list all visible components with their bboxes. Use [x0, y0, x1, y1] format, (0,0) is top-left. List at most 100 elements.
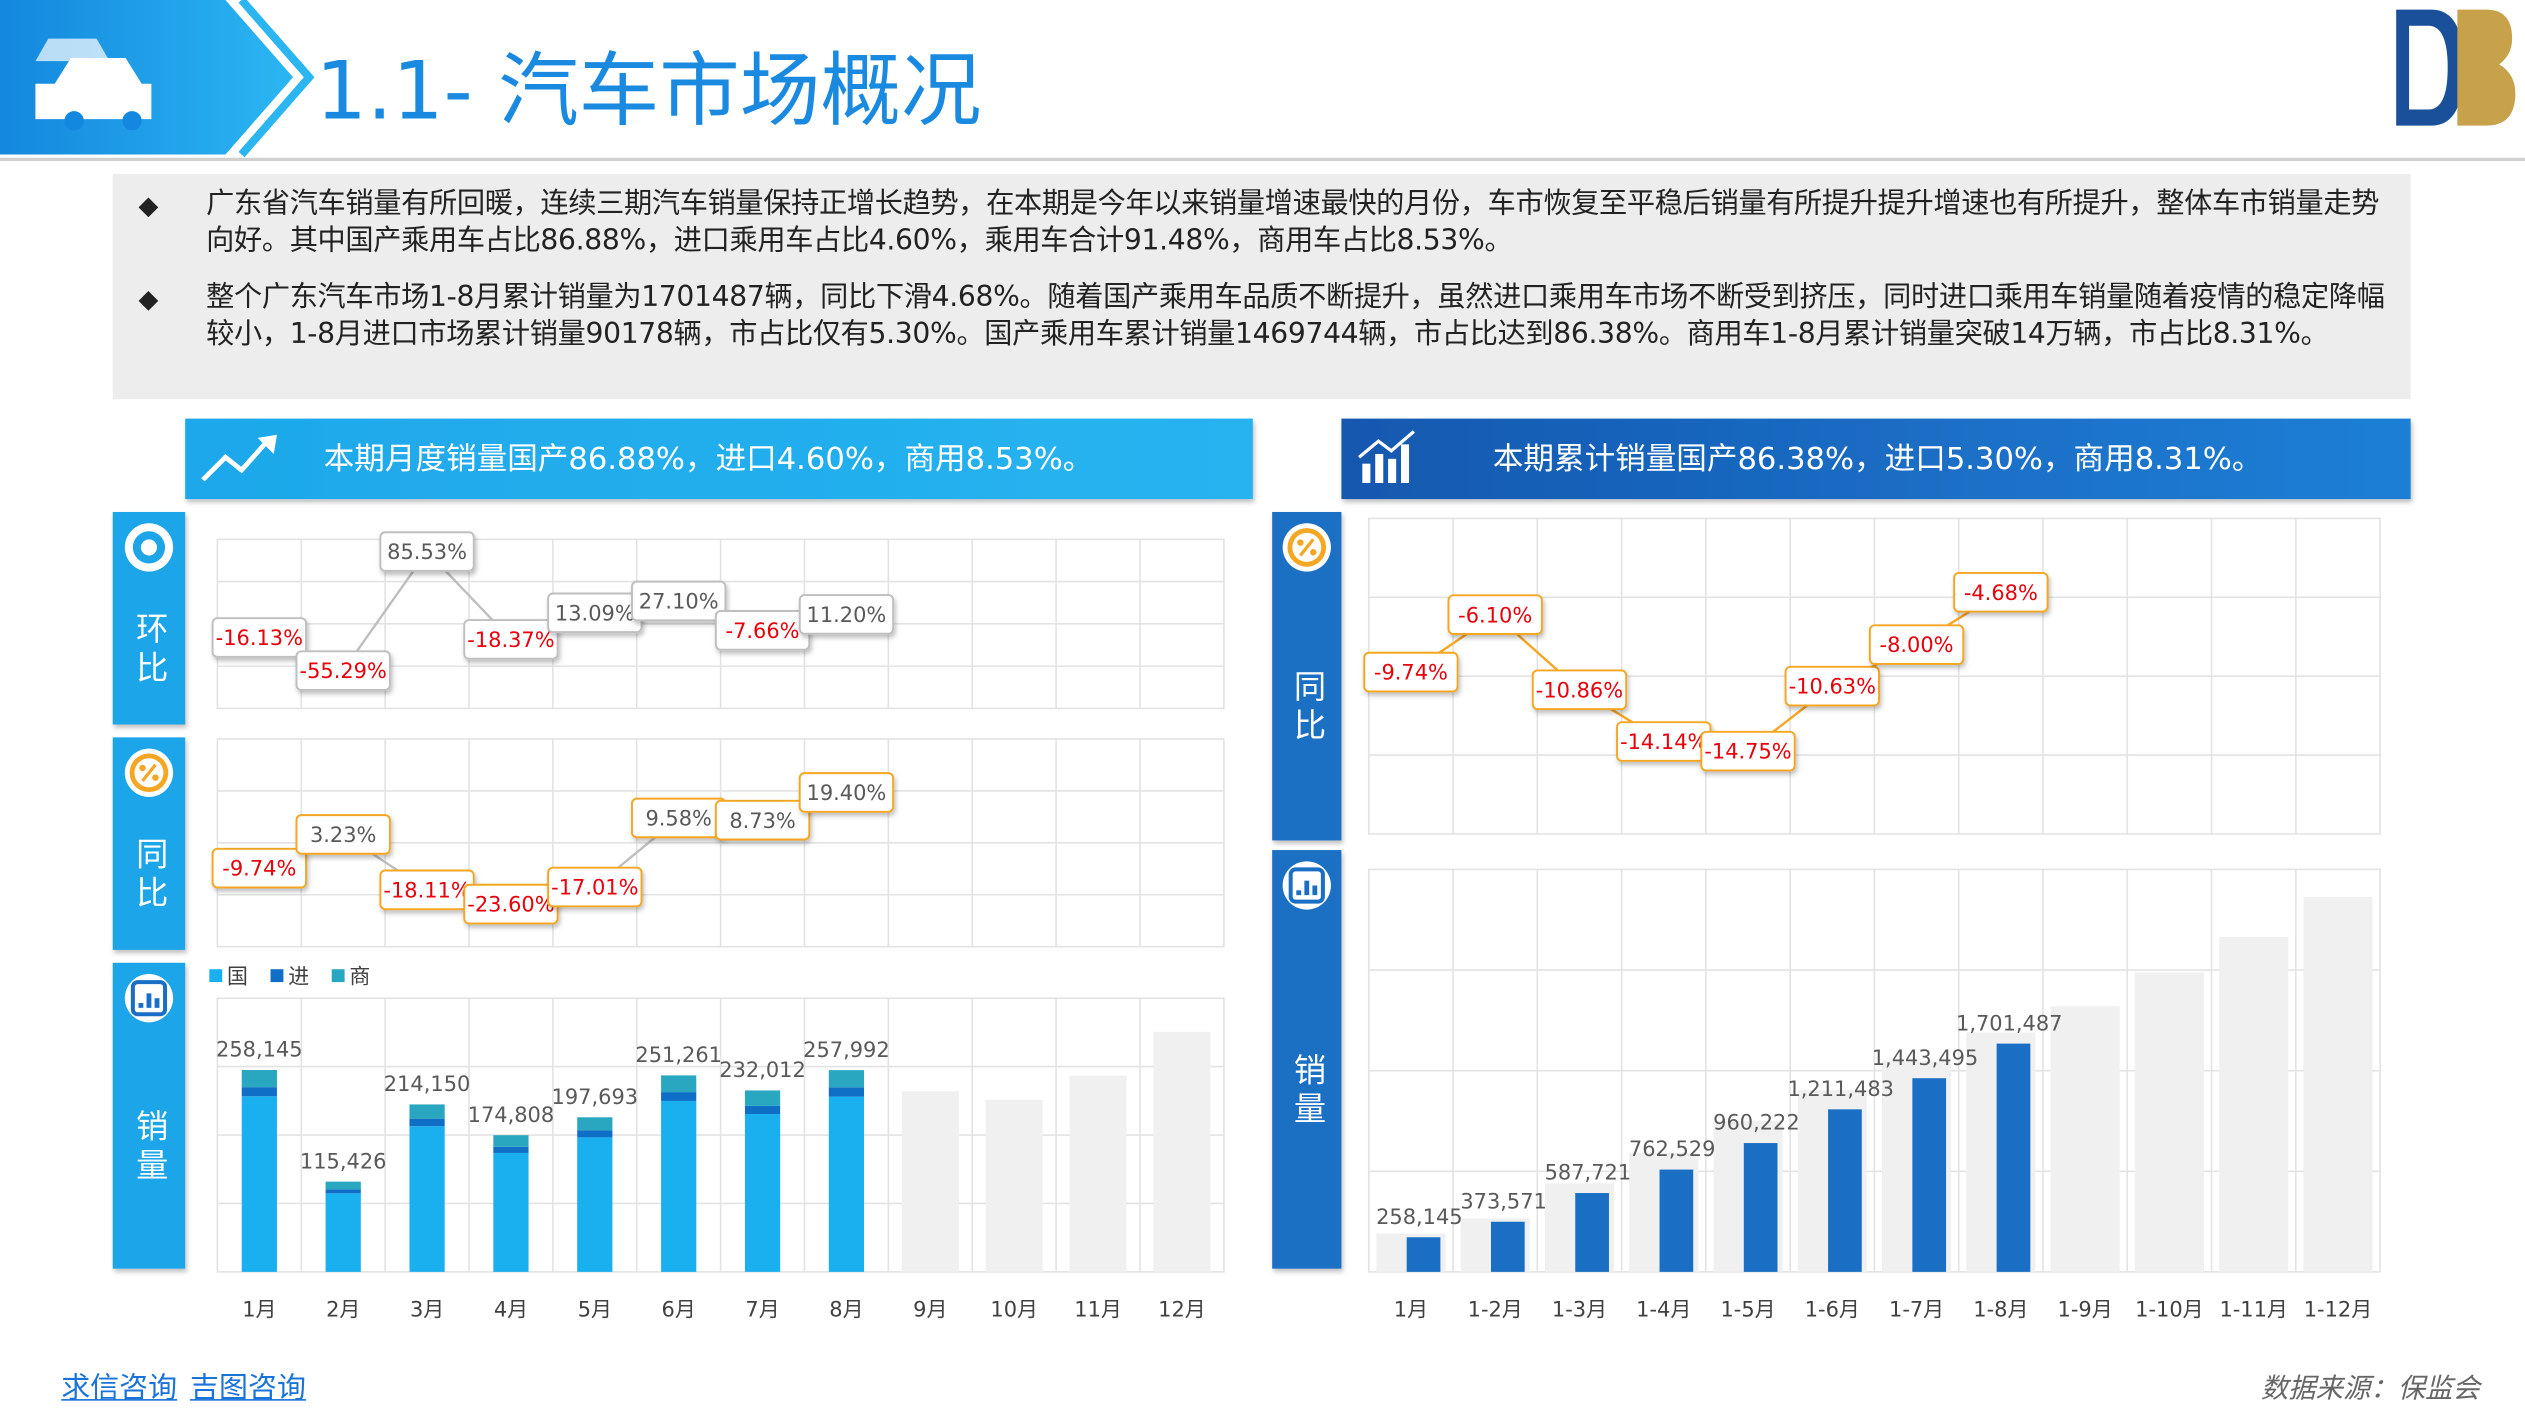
- legend-swatch: [270, 969, 284, 983]
- total-label: 115,426: [300, 1149, 387, 1173]
- bar: [2134, 972, 2204, 1272]
- bar: [493, 1152, 529, 1272]
- x-tick-label: 1-9月: [2058, 1298, 2113, 1322]
- bar: [1912, 1078, 1947, 1272]
- data-label: -4.68%: [1964, 581, 2038, 605]
- total-label: 258,145: [216, 1038, 303, 1062]
- tab-icon: [141, 763, 157, 782]
- data-label: 8.73%: [729, 809, 795, 833]
- data-label-box: [798, 772, 895, 813]
- data-label-box: [295, 650, 391, 691]
- x-tick-label: 1-3月: [1552, 1298, 1607, 1322]
- data-label-box: [379, 531, 475, 572]
- bar: [901, 1091, 959, 1272]
- x-tick-label: 1-12月: [2304, 1298, 2372, 1322]
- side-tab-label: 环比: [130, 611, 170, 690]
- x-tick-label: 2月: [326, 1298, 360, 1322]
- x-tick-label: 10月: [990, 1298, 1038, 1322]
- data-label-box: [211, 847, 307, 889]
- total-label: 214,150: [384, 1072, 471, 1096]
- legend-swatch: [331, 969, 345, 983]
- legend-label: 国: [227, 964, 248, 988]
- bar: [325, 1193, 361, 1272]
- data-label: 13.09%: [555, 601, 635, 625]
- total-label: 257,992: [803, 1038, 890, 1062]
- tab-icon: [1299, 538, 1315, 557]
- data-label-box: [1953, 571, 2049, 613]
- bar: [661, 1100, 697, 1272]
- x-tick-label: 1-7月: [1889, 1298, 1944, 1322]
- bullet-marker: ◆: [138, 189, 159, 221]
- banner-text: 本期累计销量国产86.38%，进口5.30%，商用8.31%。: [1493, 442, 2263, 477]
- bar: [1153, 1031, 1211, 1272]
- bar: [828, 1096, 865, 1272]
- bar: [325, 1189, 361, 1194]
- data-label: 1,443,495: [1872, 1046, 1978, 1070]
- data-label: -9.74%: [222, 857, 296, 881]
- x-tick-label: 1-5月: [1720, 1298, 1775, 1322]
- data-label: -23.60%: [467, 893, 554, 917]
- data-label-box: [1363, 651, 1459, 693]
- bar: [661, 1092, 697, 1101]
- data-label: -18.11%: [383, 878, 470, 902]
- bar: [577, 1117, 613, 1131]
- x-tick-label: 11月: [1074, 1298, 1122, 1322]
- tab-icon: [1296, 890, 1302, 896]
- data-label: 19.40%: [807, 781, 887, 805]
- data-label: 762,529: [1629, 1137, 1716, 1161]
- total-label: 174,808: [468, 1103, 555, 1127]
- bar: [744, 1114, 781, 1272]
- bar: [409, 1118, 445, 1127]
- bar: [1490, 1221, 1525, 1272]
- data-label: -6.10%: [1458, 603, 1532, 627]
- data-label: -7.66%: [726, 619, 800, 643]
- data-label: 1,701,487: [1956, 1011, 2062, 1035]
- footer-link[interactable]: 求信咨询: [61, 1371, 178, 1406]
- bar: [577, 1137, 613, 1272]
- legend-label: 进: [288, 964, 309, 988]
- page-title: 1.1- 汽车市场概况: [316, 44, 982, 138]
- x-tick-label: 1月: [242, 1298, 276, 1322]
- tab-icon: [138, 1003, 144, 1008]
- bar: [1575, 1193, 1609, 1272]
- bar: [409, 1126, 445, 1272]
- data-label: -16.13%: [216, 626, 303, 650]
- bar: [744, 1090, 781, 1106]
- bar: [1659, 1169, 1694, 1272]
- x-tick-label: 4月: [494, 1298, 528, 1322]
- side-tab: [1272, 850, 1342, 1269]
- tab-icon: [130, 980, 168, 1017]
- footer-link[interactable]: 吉图咨询: [190, 1371, 306, 1406]
- header-chevron: [238, 0, 315, 158]
- data-label: 3.23%: [310, 823, 376, 847]
- header-band: [0, 0, 294, 155]
- bar: [577, 1130, 613, 1138]
- banner: [185, 418, 1253, 500]
- data-label: 587,721: [1545, 1161, 1632, 1185]
- bar: [2303, 896, 2373, 1272]
- x-tick-label: 1-10月: [2135, 1298, 2203, 1322]
- data-label-box: [211, 617, 307, 658]
- bar: [828, 1087, 865, 1097]
- data-label: -14.75%: [1704, 740, 1791, 764]
- x-tick-label: 8月: [829, 1298, 863, 1322]
- x-tick-label: 5月: [578, 1298, 612, 1322]
- bar: [828, 1070, 865, 1088]
- total-label: 232,012: [719, 1058, 806, 1082]
- bar: [744, 1105, 781, 1115]
- bar: [241, 1070, 277, 1088]
- summary-box: [112, 173, 2411, 400]
- data-label-box: [714, 799, 811, 841]
- data-label: 373,571: [1460, 1189, 1547, 1213]
- data-label-box: [1784, 665, 1880, 707]
- data-source: 数据来源：保监会: [2260, 1373, 2480, 1406]
- bullet-text: 整个广东汽车市场1-8月累计销量为1701487辆，同比下滑4.68%。随着国产…: [206, 281, 2385, 351]
- data-label-box: [547, 866, 643, 908]
- bar: [241, 1096, 277, 1272]
- legend-swatch: [209, 969, 223, 983]
- data-label: -17.01%: [551, 876, 638, 900]
- x-tick-label: 6月: [662, 1298, 696, 1322]
- data-label: 11.20%: [807, 603, 887, 627]
